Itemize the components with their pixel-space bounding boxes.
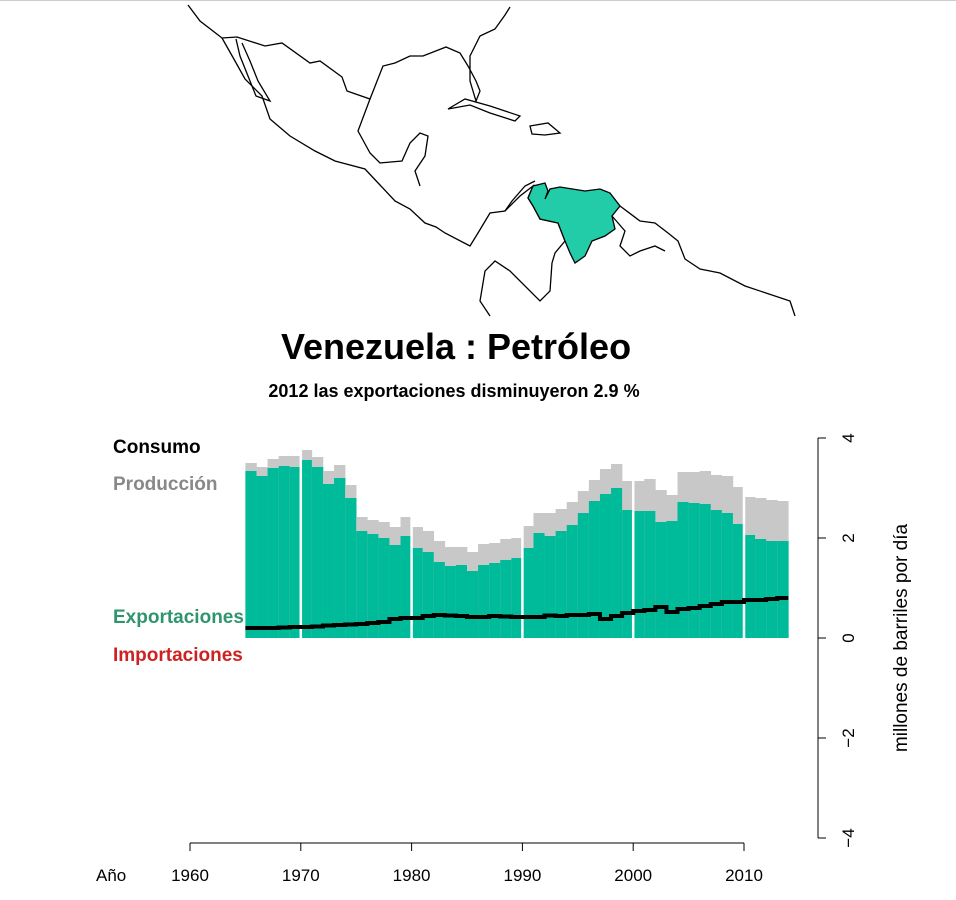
y-tick-label: 2 (839, 533, 858, 542)
exports-bar (699, 504, 712, 638)
exports-bar (666, 521, 678, 638)
chart-subtitle: 2012 las exportaciones disminuyeron 2.9 … (268, 381, 640, 401)
y-tick-label: 4 (839, 433, 858, 442)
exports-bar (588, 501, 601, 638)
cuba (447, 98, 522, 122)
exports-bar (322, 484, 335, 638)
exports-bar (256, 476, 268, 638)
exports-bar (356, 531, 368, 638)
exports-bar (455, 565, 468, 638)
exports-bar (278, 466, 291, 638)
exports-bar (511, 558, 523, 638)
exports-bar (367, 534, 379, 638)
exports-bar (522, 548, 534, 638)
y-tick-label: −2 (839, 728, 858, 747)
exports-bar (389, 545, 401, 638)
legend-exportaciones: Exportaciones (113, 607, 244, 628)
exports-bar (489, 563, 501, 638)
exports-bar (334, 478, 346, 638)
exports-bar (611, 488, 623, 638)
exports-bar (766, 541, 778, 638)
baja (235, 38, 272, 103)
x-tick-label: 1960 (171, 866, 209, 885)
exports-bar (755, 539, 767, 638)
exports-bar (688, 503, 700, 638)
exports-bar (411, 548, 423, 638)
exports-bar (300, 460, 313, 638)
exports-bar (710, 510, 723, 638)
exports-bar (644, 511, 656, 638)
exports-bar (422, 552, 435, 638)
exports-bar (633, 511, 645, 638)
x-tick-label: 1970 (282, 866, 320, 885)
mexico-coast (221, 37, 536, 247)
y-tick-label: 0 (839, 633, 858, 642)
y-axis-label: millones de barriles por día (891, 524, 912, 753)
exports-bar (721, 513, 734, 638)
exports-bar (467, 571, 479, 638)
x-axis-label: Año (96, 866, 126, 885)
exports-bar (289, 467, 302, 638)
exports-bar (267, 468, 279, 638)
exports-bar (378, 538, 390, 638)
exports-bar (433, 562, 446, 638)
x-tick-label: 2000 (614, 866, 652, 885)
y-tick-label: −4 (839, 828, 858, 847)
exports-bar (577, 513, 590, 638)
exports-bar (400, 536, 412, 638)
x-tick-label: 1980 (393, 866, 431, 885)
exports-bar (478, 565, 490, 638)
hispaniola (529, 122, 562, 136)
exports-bar (732, 524, 745, 638)
legend-consumo: Consumo (113, 437, 201, 458)
legend-importaciones: Importaciones (113, 645, 243, 666)
exports-bar (622, 510, 634, 638)
north-america-coast (187, 4, 511, 103)
exports-bar (245, 471, 257, 638)
legend-produccion: Producción (113, 474, 218, 495)
chart-title: Venezuela : Petróleo (280, 326, 632, 367)
exports-bar (345, 498, 357, 638)
exports-bar (655, 522, 667, 638)
exports-bar (677, 502, 689, 638)
guianas (619, 205, 796, 317)
map (187, 4, 796, 317)
exports-bar (777, 541, 789, 638)
exports-bar (544, 536, 556, 638)
exports-bar (500, 560, 512, 638)
exports-bar (444, 566, 457, 638)
exports-bar (744, 535, 756, 638)
exports-bar (555, 531, 568, 638)
x-tick-label: 2010 (725, 866, 763, 885)
exports-bar (599, 494, 612, 638)
exports-bar (566, 525, 579, 638)
x-tick-label: 1990 (503, 866, 541, 885)
yucatan-coast (357, 98, 429, 187)
guyana-border (611, 215, 666, 257)
exports-bar (533, 533, 545, 638)
exports-bar (311, 467, 324, 638)
consumption-line (245, 596, 789, 630)
venezuela-highlighted (527, 182, 621, 264)
